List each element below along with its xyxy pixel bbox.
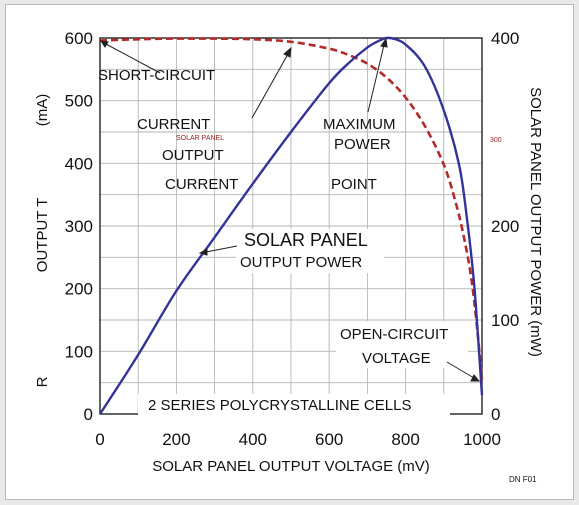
x-tick-label: 200 — [162, 430, 190, 449]
annotation-current-1: CURRENT — [137, 116, 210, 133]
x-tick-label: 0 — [95, 430, 104, 449]
y-left-tick-label: 200 — [65, 280, 93, 299]
y-left-axis-unit: (mA) — [34, 94, 51, 127]
y-left-tick-label: 300 — [65, 217, 93, 236]
y-right-tick-label: 400 — [491, 29, 519, 48]
y-right-ticks: 0 100 200 400 — [491, 29, 519, 424]
annotation-backgrounds — [138, 229, 468, 416]
annotation-short-circuit: SHORT-CIRCUIT — [98, 67, 215, 84]
annotation-maximum: MAXIMUM — [323, 116, 396, 133]
power-arrow-head — [198, 248, 208, 256]
y-right-tick-label: 200 — [491, 217, 519, 236]
x-tick-label: 1000 — [463, 430, 501, 449]
short-circuit-arrow-head — [283, 46, 292, 58]
max-power-arrow-head — [380, 37, 388, 48]
power-arrow-line — [205, 245, 238, 253]
annotation-background — [236, 229, 384, 273]
y-left-ticks: 0 100 200 300 400 500 600 — [65, 29, 93, 424]
series-group — [98, 36, 484, 415]
annotation-power: POWER — [334, 136, 391, 153]
current-arrow-line — [103, 42, 161, 74]
series-line-power — [98, 36, 484, 415]
annotation-open-circuit: OPEN-CIRCUIT — [340, 326, 448, 343]
annotation-background — [138, 394, 450, 416]
max-power-arrow-line — [367, 44, 385, 113]
y-left-tick-label: 500 — [65, 92, 93, 111]
short-circuit-arrow-line — [251, 53, 289, 119]
annotation-voltage: VOLTAGE — [362, 350, 431, 367]
x-axis-label: SOLAR PANEL OUTPUT VOLTAGE (mV) — [152, 458, 430, 475]
x-tick-label: 600 — [315, 430, 343, 449]
open-circuit-arrow-head — [470, 374, 481, 382]
annotation-output-power: OUTPUT POWER — [240, 254, 362, 271]
y-left-tick-label: 0 — [84, 405, 93, 424]
y-right-tick-label: 100 — [491, 311, 519, 330]
x-ticks: 0 200 400 600 800 1000 — [95, 430, 501, 449]
y-right-tick-label: 0 — [491, 405, 500, 424]
annotation-solar-panel: SOLAR PANEL — [244, 230, 368, 250]
y-left-tick-label: 400 — [65, 154, 93, 173]
annotation-background — [336, 321, 468, 368]
y-left-axis-label: OUTPUT T — [34, 198, 51, 272]
y-left-tick-label: 100 — [65, 342, 93, 361]
y-left-tick-label: 600 — [65, 29, 93, 48]
annotation-cells: 2 SERIES POLYCRYSTALLINE CELLS — [148, 397, 411, 414]
open-circuit-arrow-line — [446, 361, 475, 379]
y-left-axis-extra: R — [34, 376, 51, 387]
x-tick-label: 400 — [239, 430, 267, 449]
annotation-small-300: 300 — [490, 137, 502, 144]
figure-id: DN F01 — [509, 475, 537, 484]
current-arrow-head — [99, 40, 109, 48]
annotation-point: POINT — [331, 176, 377, 193]
y-right-axis-label: SOLAR PANEL OUTPUT POWER (mW) — [527, 87, 544, 357]
series-line-current — [99, 37, 484, 380]
annotation-arrows — [99, 37, 481, 382]
x-tick-label: 800 — [391, 430, 419, 449]
annotation-solar-panel-small: SOLAR PANEL — [176, 135, 224, 142]
annotation-current-2: CURRENT — [165, 176, 238, 193]
annotation-output: OUTPUT — [162, 147, 224, 164]
